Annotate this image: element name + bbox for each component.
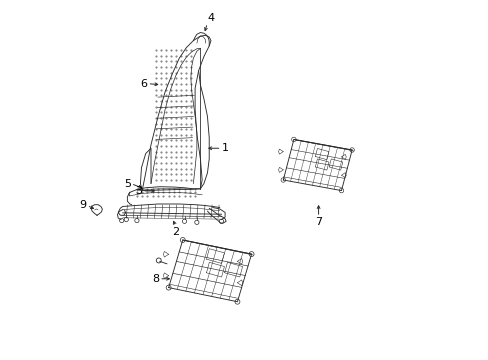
Text: 2: 2 bbox=[172, 226, 179, 237]
Text: 3: 3 bbox=[135, 186, 142, 196]
Text: 7: 7 bbox=[314, 217, 322, 227]
Text: 9: 9 bbox=[80, 201, 87, 210]
Text: 6: 6 bbox=[140, 79, 147, 89]
Text: 5: 5 bbox=[123, 179, 131, 189]
Text: 8: 8 bbox=[152, 274, 159, 284]
Text: 1: 1 bbox=[221, 143, 228, 153]
Text: 4: 4 bbox=[207, 13, 214, 23]
